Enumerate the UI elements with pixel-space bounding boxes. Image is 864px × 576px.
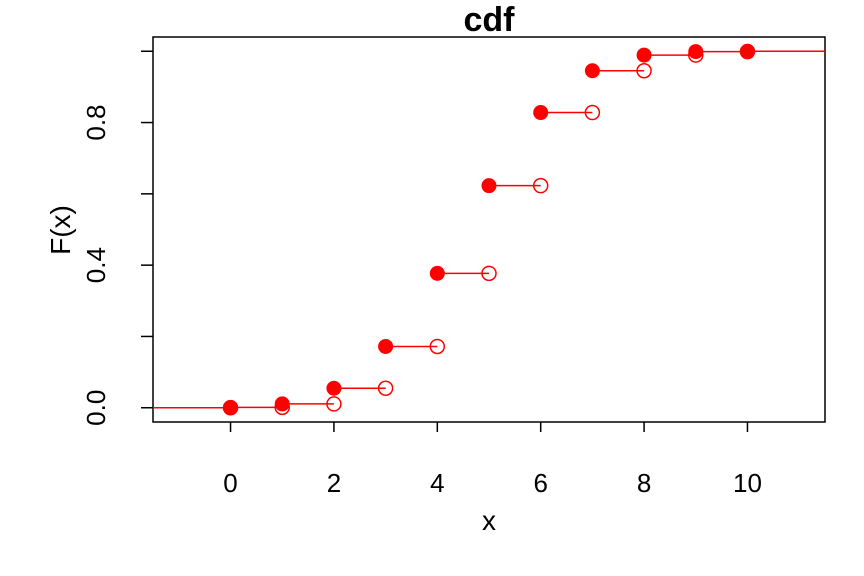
open-point <box>481 265 497 282</box>
x-axis-label: x <box>482 505 496 536</box>
data-point <box>688 44 704 60</box>
data-point <box>584 63 600 79</box>
y-axis-label: F(x) <box>45 205 76 255</box>
open-point <box>429 338 446 355</box>
open-point <box>532 177 549 194</box>
data-point <box>223 399 239 415</box>
plot-frame <box>152 36 826 423</box>
plot-area: 0 2 4 6 8 10 0.0 0.4 0.8 <box>81 36 826 498</box>
open-point <box>636 63 652 79</box>
x-tick-label: 4 <box>430 468 444 498</box>
open-point <box>377 380 394 396</box>
data-point <box>378 338 394 354</box>
data-point <box>481 178 497 194</box>
y-tick-label: 0.4 <box>81 247 111 283</box>
x-tick-label: 6 <box>533 468 547 498</box>
y-tick-label: 0.8 <box>81 104 111 140</box>
data-point <box>739 43 755 59</box>
data-point <box>274 396 290 412</box>
x-tick-label: 8 <box>637 468 651 498</box>
x-tick-label: 0 <box>223 468 237 498</box>
x-tick-label: 2 <box>327 468 341 498</box>
data-point <box>326 380 342 396</box>
chart-title: cdf <box>464 1 516 39</box>
open-point <box>584 104 601 121</box>
x-tick-label: 10 <box>733 468 762 498</box>
y-tick-label: 0.0 <box>81 390 111 426</box>
data-point <box>636 47 652 63</box>
data-point <box>533 105 549 121</box>
data-point <box>429 265 445 281</box>
open-point <box>326 396 342 412</box>
